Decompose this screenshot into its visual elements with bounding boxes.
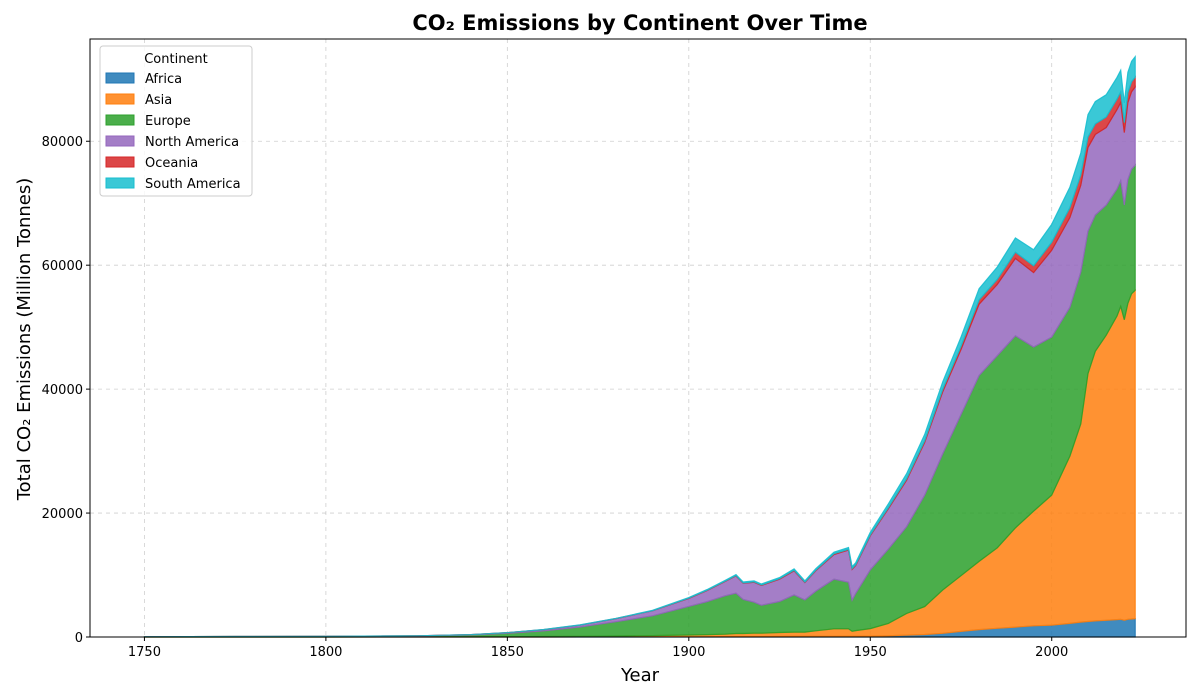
legend-label-north-america: North America <box>145 135 239 150</box>
x-tick-label: 1950 <box>854 645 887 660</box>
legend-label-europe: Europe <box>145 114 191 129</box>
legend-swatch-north-america <box>105 135 135 147</box>
legend-label-oceania: Oceania <box>145 156 198 171</box>
stacked-areas <box>143 54 1136 638</box>
legend-label-africa: Africa <box>145 72 182 87</box>
area-south-america <box>144 54 1136 638</box>
legend-frame <box>99 45 253 197</box>
y-tick-label: 40000 <box>42 383 83 398</box>
y-tick-label: 0 <box>75 631 83 646</box>
plot-frame <box>89 38 1187 638</box>
legend-swatch-south-america <box>105 177 135 189</box>
legend: Continent Africa Asia Europe North America O… <box>99 45 253 197</box>
y-axis-label: Total CO₂ Emissions (Million Tonnes) <box>14 178 35 502</box>
chart-title: CO₂ Emissions by Continent Over Time <box>412 11 867 35</box>
y-tick-label: 80000 <box>42 135 83 150</box>
legend-swatch-africa <box>105 72 135 84</box>
x-tick-label: 2000 <box>1035 645 1068 660</box>
axis-ticks: 1750 1800 1850 1900 1950 20000200004000060000… <box>42 135 1069 660</box>
y-tick-label: 60000 <box>42 259 83 274</box>
x-tick-label: 1850 <box>491 645 524 660</box>
legend-swatch-asia <box>105 93 135 105</box>
legend-swatch-oceania <box>105 156 135 168</box>
x-axis-label: Year <box>620 665 660 686</box>
legend-label-south-america: South America <box>145 177 241 192</box>
y-tick-label: 20000 <box>42 507 83 522</box>
legend-swatch-europe <box>105 114 135 126</box>
x-tick-label: 1900 <box>672 645 705 660</box>
legend-title: Continent <box>144 52 208 67</box>
x-tick-label: 1800 <box>309 645 342 660</box>
legend-label-asia: Asia <box>145 93 172 108</box>
x-tick-label: 1750 <box>128 645 161 660</box>
